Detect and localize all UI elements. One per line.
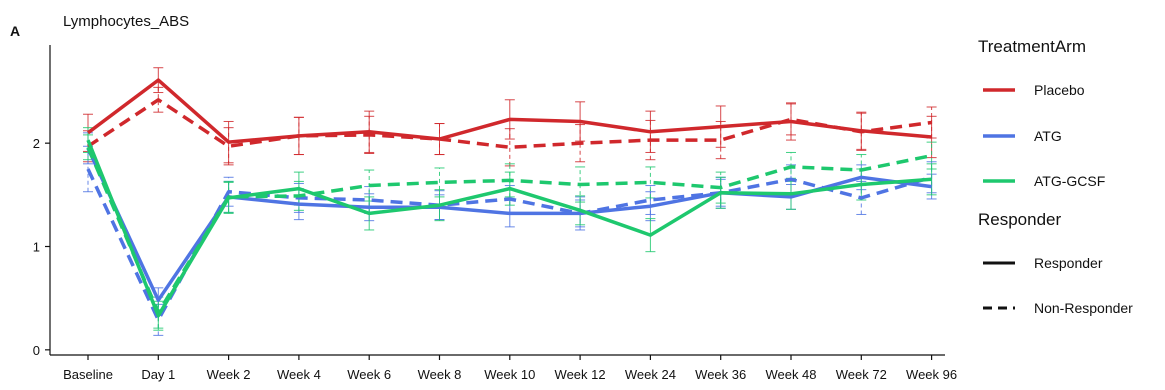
legend: TreatmentArm Placebo ATG ATG-GCSF Respon… [978, 37, 1133, 316]
x-tick-label-baseline: Baseline [63, 367, 113, 382]
panel-label: A [10, 23, 20, 39]
x-tick-label-week-48: Week 48 [765, 367, 816, 382]
series-lines [86, 78, 933, 322]
errorbar-atg-gcsf-non-responder-baseline [83, 134, 93, 161]
x-tick-label-week-72: Week 72 [836, 367, 887, 382]
errorbar-placebo-non-responder-week-6 [364, 115, 375, 154]
errorbar-placebo-non-responder-day-1 [153, 86, 164, 113]
errorbar-placebo-non-responder-week-48 [786, 103, 796, 136]
errorbar-placebo-non-responder-week-2 [223, 127, 234, 166]
series-line-atg-gcsf-non-responder [86, 146, 932, 315]
x-tick-label-week-24: Week 24 [625, 367, 676, 382]
chart-title: Lymphocytes_ABS [63, 13, 189, 30]
x-ticks: Baseline Day 1 Week 2 Week 4 Week 6 Week 8 Wee… [63, 355, 957, 382]
errorbar-placebo-non-responder-week-72 [856, 112, 867, 151]
legend-label-non-responder: Non-Responder [1034, 300, 1133, 316]
plot-area: 0 1 2 Baseline Day 1 Week 2 Week 4 Week 6 Week … [33, 45, 957, 382]
legend-title-responder: Responder [978, 210, 1062, 229]
x-tick-label-week-96: Week 96 [906, 367, 957, 382]
errorbar-placebo-non-responder-week-12 [575, 124, 586, 163]
legend-label-placebo: Placebo [1034, 82, 1085, 98]
x-tick-label-day-1: Day 1 [141, 367, 175, 382]
x-tick-label-week-4: Week 4 [277, 367, 321, 382]
x-tick-label-week-2: Week 2 [207, 367, 251, 382]
y-tick-label-0: 0 [33, 343, 40, 358]
x-tick-label-week-6: Week 6 [347, 367, 391, 382]
error-bars [83, 67, 937, 336]
x-tick-label-week-10: Week 10 [484, 367, 535, 382]
series-line-atg-non-responder [86, 168, 933, 322]
y-ticks: 0 1 2 [33, 136, 50, 358]
legend-label-responder: Responder [1034, 255, 1103, 271]
errorbar-placebo-non-responder-week-4 [293, 116, 304, 156]
errorbar-atg-gcsf-non-responder-week-8 [434, 167, 445, 198]
errorbar-placebo-non-responder-week-24 [645, 119, 656, 161]
y-tick-label-1: 1 [33, 240, 40, 255]
x-tick-label-week-8: Week 8 [418, 367, 462, 382]
legend-title-treatment-arm: TreatmentArm [978, 37, 1086, 56]
y-tick-label-2: 2 [33, 136, 40, 151]
x-tick-label-week-12: Week 12 [555, 367, 606, 382]
x-tick-label-week-36: Week 36 [695, 367, 746, 382]
legend-label-atg: ATG [1034, 128, 1062, 144]
legend-label-atg-gcsf: ATG-GCSF [1034, 173, 1105, 189]
errorbar-atg-gcsf-non-responder-week-96 [926, 141, 937, 170]
series-line-placebo-responder [86, 78, 932, 144]
